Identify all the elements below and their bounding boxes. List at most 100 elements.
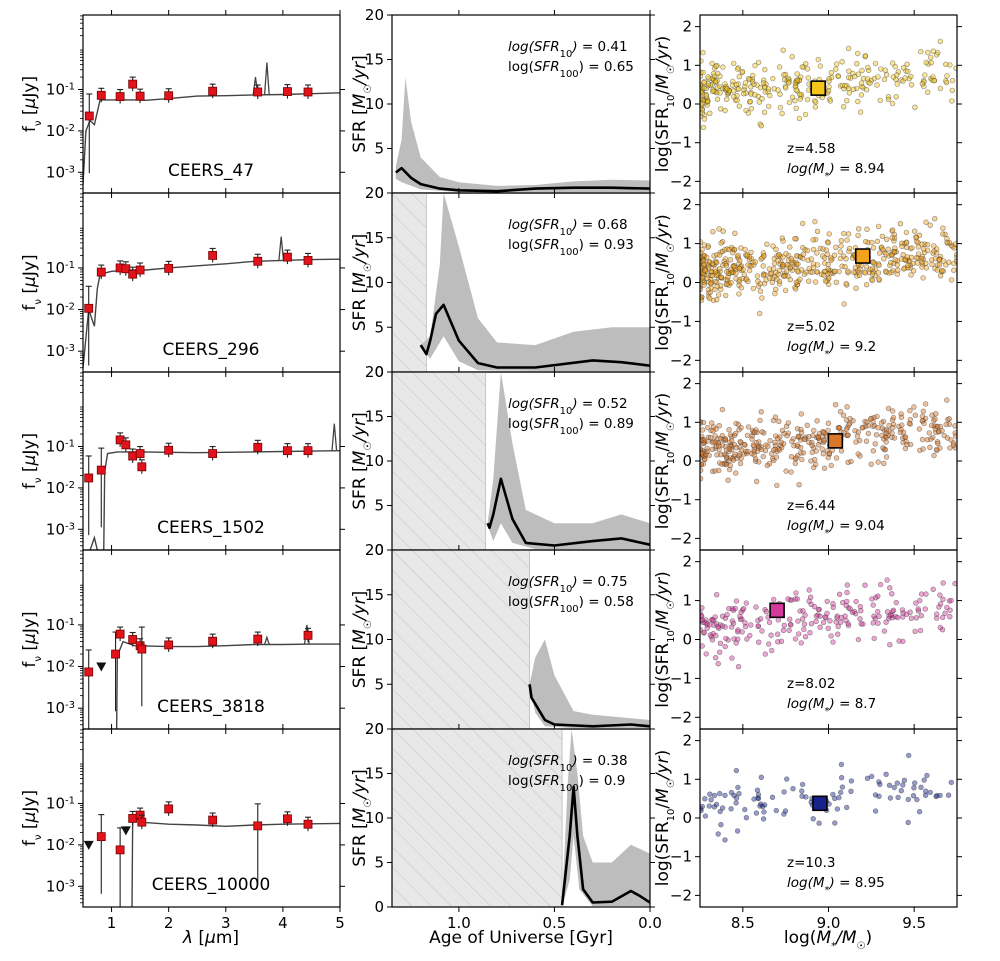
ms-population-point (719, 461, 725, 467)
ms-population-point (885, 246, 891, 252)
ms-population-point (711, 253, 717, 259)
ms-population-point (902, 75, 908, 81)
ms-population-point (723, 454, 730, 460)
ms-population-point (786, 99, 793, 106)
x-tick-label: 1 (107, 914, 117, 932)
ms-population-point (943, 421, 949, 428)
ms-population-point (809, 449, 815, 456)
ms-population-point (733, 800, 739, 806)
ms-population-point (790, 785, 796, 792)
galaxy-name: CEERS_47 (168, 161, 254, 181)
ms-population-point (720, 64, 726, 70)
text-part: -3 (65, 878, 75, 889)
text-part: SFR (534, 753, 560, 769)
sfh-ylabel: SFR [M☉/yr] (350, 769, 374, 867)
sfh-logsfr10-annotation: log(SFR10) = 0.75 (508, 574, 628, 595)
ms-population-point (901, 266, 907, 272)
ms-population-point (775, 87, 781, 93)
ms-population-point (815, 606, 822, 613)
text-part: ) (829, 696, 835, 712)
sed-photometry-point (96, 465, 106, 475)
ms-population-point (820, 429, 827, 435)
text-part: 10 (46, 699, 65, 717)
ms-population-point (907, 416, 913, 423)
ms-population-point (760, 77, 767, 83)
ms-population-point (834, 615, 840, 621)
ms-redshift-annotation: z=8.02 (787, 676, 835, 692)
ms-population-point (838, 619, 844, 625)
text-part: M (350, 629, 370, 644)
ms-population-point (770, 447, 777, 453)
sed-photometry-point (135, 449, 145, 458)
ms-population-point (853, 285, 859, 291)
ms-population-point (793, 105, 799, 112)
ms-population-point (767, 438, 773, 444)
text-part: 100 (560, 247, 579, 258)
ms-population-point (738, 285, 745, 291)
ms-population-point (761, 809, 767, 815)
ms-mass-annotation: log(M*) = 9.04 (787, 518, 885, 539)
sed-model-line (89, 450, 340, 550)
sed-photometry-point (128, 635, 138, 644)
text-part: -3 (65, 343, 75, 354)
ms-population-point (715, 624, 721, 630)
ms-redshift-annotation: z=5.02 (787, 319, 835, 335)
y-tick-label: 2 (682, 196, 692, 214)
ms-population-point (786, 627, 792, 633)
ms-population-point (751, 429, 758, 435)
ms-population-point (890, 607, 897, 613)
galaxy-name: CEERS_10000 (152, 875, 271, 895)
text-part: / (653, 414, 673, 424)
text-part: / (653, 267, 673, 273)
text-part: [ (20, 644, 40, 656)
text-part: 10 (666, 273, 677, 286)
ms-population-point (773, 807, 779, 814)
x-tick-label: 2 (164, 914, 174, 932)
ms-population-point (704, 98, 711, 105)
text-part: Jy] (20, 433, 40, 456)
ms-population-point (868, 461, 874, 467)
sed-photometry-point (283, 446, 292, 456)
ms-population-point (736, 427, 742, 433)
ms-population-point (808, 458, 814, 464)
text-part: * (825, 349, 830, 360)
ms-population-point (905, 68, 911, 75)
ms-population-point (717, 73, 723, 79)
ms-population-point (800, 244, 806, 251)
sfh-excluded-region (392, 550, 531, 729)
ms-population-point (870, 602, 876, 608)
sed-model-line (115, 640, 340, 729)
ms-population-point (883, 72, 890, 78)
ms-population-point (700, 49, 706, 56)
ms-ylabel: log(SFR10/M☉/yr) (653, 571, 677, 707)
ms-population-point (704, 275, 711, 281)
ms-population-point (928, 436, 934, 442)
ms-plot-area (700, 752, 954, 843)
y-tick-label: 10-1 (46, 259, 75, 277)
ms-population-point (793, 590, 799, 596)
ms-population-point (912, 628, 918, 635)
ms-population-point (828, 257, 834, 264)
text-part: ) (571, 753, 577, 769)
ms-population-point (927, 54, 934, 61)
ms-population-point (860, 621, 866, 627)
ms-population-point (747, 98, 753, 105)
ms-population-point (837, 408, 844, 415)
ms-population-point (867, 80, 873, 86)
ms-population-point (842, 264, 848, 270)
ms-population-point (871, 422, 878, 429)
y-tick-label: 5 (374, 318, 384, 336)
ms-population-point (887, 585, 893, 591)
text-part: [ (193, 928, 205, 948)
text-part: log (787, 339, 808, 355)
text-part: 10 (560, 406, 573, 417)
ms-population-point (758, 774, 764, 780)
ms-population-point (771, 86, 777, 92)
ms-population-point (717, 808, 723, 815)
ms-population-point (869, 596, 875, 602)
ms-population-point (728, 806, 734, 812)
ms-population-point (701, 85, 707, 91)
ms-population-point (760, 263, 766, 269)
